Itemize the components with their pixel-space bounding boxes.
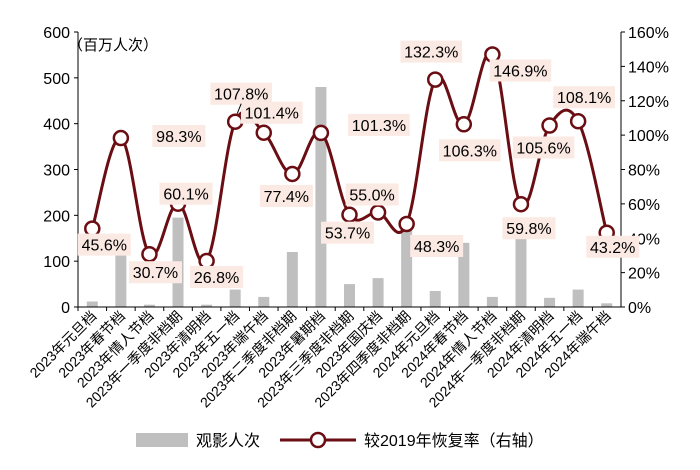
data-label-9: 53.7% <box>325 226 370 243</box>
data-label-bg-10 <box>345 183 399 206</box>
data-label-14: 146.9% <box>493 64 547 81</box>
bar-4 <box>201 304 213 307</box>
line-point-5 <box>226 113 244 130</box>
data-label-bg-9 <box>321 221 374 244</box>
bar-18 <box>601 303 613 307</box>
left-tick-label: 500 <box>43 71 70 88</box>
bar-6 <box>258 296 270 307</box>
left-axis-unit-label: （百万人次） <box>68 37 158 54</box>
bar-16 <box>544 297 556 307</box>
legend-bar-swatch <box>136 433 188 447</box>
bar-12 <box>429 290 441 307</box>
line-point-9 <box>341 206 358 223</box>
legend-line-label: 较2019年恢复率（右轴） <box>364 432 544 450</box>
line-point-13 <box>455 116 473 133</box>
bar-10 <box>372 278 384 307</box>
data-label-bg-5 <box>210 82 272 105</box>
data-label-5: 107.8% <box>214 87 268 104</box>
data-label-bg-4 <box>190 265 244 288</box>
label-leader-line <box>236 103 242 114</box>
data-label-bg-3 <box>159 182 213 205</box>
data-label-18: 43.2% <box>590 240 635 257</box>
data-label-13: 106.3% <box>443 143 497 160</box>
data-label-0: 45.6% <box>82 238 127 255</box>
right-tick-label: 60% <box>628 197 660 214</box>
legend-bar-label: 观影人次 <box>196 432 260 450</box>
bar-13 <box>458 242 470 307</box>
bar-11 <box>401 229 413 307</box>
data-label-7: 77.4% <box>264 189 309 206</box>
data-label-bg-2 <box>128 261 182 284</box>
data-label-3: 60.1% <box>163 187 208 204</box>
right-tick-label: 0% <box>628 300 651 317</box>
data-label-11: 48.3% <box>414 239 459 256</box>
right-tick-label: 120% <box>628 94 669 111</box>
bar-8 <box>315 87 327 307</box>
left-tick-label: 0 <box>61 300 70 317</box>
data-label-bg-16 <box>512 136 575 159</box>
line-point-15 <box>512 195 530 213</box>
right-tick-label: 160% <box>628 25 669 42</box>
bar-1 <box>115 249 127 307</box>
data-label-15: 59.8% <box>506 221 551 238</box>
data-label-bg-13 <box>439 139 501 162</box>
data-label-bg-17 <box>553 86 615 109</box>
line-point-17 <box>569 112 587 130</box>
data-label-bg-6 <box>240 101 303 124</box>
right-tick-label: 20% <box>628 266 660 283</box>
line-point-8 <box>312 124 330 142</box>
left-tick-label: 400 <box>43 117 70 134</box>
right-tick-label: 140% <box>628 59 669 76</box>
line-point-14 <box>484 46 501 63</box>
line-point-10 <box>369 204 387 221</box>
line-point-6 <box>255 124 273 141</box>
left-tick-label: 200 <box>43 208 70 225</box>
left-tick-label: 100 <box>43 254 70 271</box>
data-label-17: 108.1% <box>557 90 611 107</box>
data-label-bg-1 <box>152 125 206 148</box>
line-point-1 <box>112 129 130 147</box>
bar-17 <box>572 289 584 307</box>
bar-7 <box>286 252 298 307</box>
data-label-10: 55.0% <box>349 187 394 204</box>
line-point-0 <box>84 220 101 237</box>
line-point-12 <box>426 71 444 88</box>
bar-2 <box>143 304 155 307</box>
data-label-bg-0 <box>77 233 131 256</box>
data-label-bg-8 <box>348 113 410 136</box>
data-label-bg-12 <box>400 40 463 63</box>
legend-line-marker <box>309 431 327 449</box>
right-tick-label: 100% <box>628 128 669 145</box>
data-label-bg-7 <box>259 184 313 207</box>
line-point-7 <box>284 165 301 183</box>
line-point-2 <box>141 245 158 263</box>
data-label-1: 98.3% <box>156 129 201 146</box>
data-label-bg-15 <box>502 217 556 240</box>
line-point-11 <box>398 215 415 233</box>
data-label-16: 105.6% <box>516 141 570 158</box>
data-label-bg-18 <box>586 235 640 258</box>
data-label-6: 101.4% <box>245 106 299 123</box>
bar-15 <box>515 217 527 307</box>
data-label-bg-11 <box>410 234 464 257</box>
data-label-12: 132.3% <box>404 45 458 62</box>
left-tick-label: 300 <box>43 163 70 180</box>
data-label-8: 101.3% <box>352 118 406 135</box>
line-point-4 <box>198 252 215 270</box>
bar-9 <box>344 284 355 307</box>
left-tick-label: 600 <box>43 25 70 42</box>
data-label-2: 30.7% <box>133 265 178 282</box>
bar-14 <box>486 296 498 307</box>
bar-0 <box>86 301 98 307</box>
bar-5 <box>229 289 241 307</box>
right-tick-label: 80% <box>628 163 660 180</box>
line-point-16 <box>541 117 558 134</box>
data-label-4: 26.8% <box>194 270 239 287</box>
data-label-bg-14 <box>489 59 552 82</box>
